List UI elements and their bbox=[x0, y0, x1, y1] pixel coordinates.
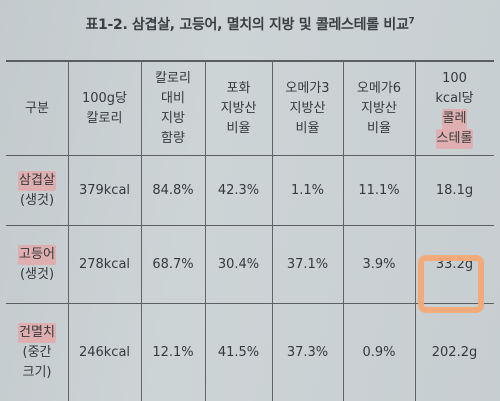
table-caption: 표1-2. 삼겹살, 고등어, 멸치의 지방 및 콜레스테롤 비교7 bbox=[0, 14, 500, 34]
header-text: 지방 bbox=[161, 110, 185, 126]
header-text: 100 bbox=[442, 70, 467, 86]
table-cell: 379kcal bbox=[78, 182, 131, 198]
table-cell: 68.7% bbox=[152, 256, 194, 272]
row-label-note: 크기) bbox=[22, 364, 52, 380]
header-text: 구분 bbox=[25, 100, 49, 116]
header-text: 대비 bbox=[161, 90, 185, 106]
table-cell: 1.1% bbox=[290, 182, 325, 198]
row-label-note: (생것) bbox=[19, 266, 55, 282]
column-divider bbox=[68, 60, 69, 401]
highlight-box bbox=[418, 255, 484, 313]
row-label: 고등어 (생것) bbox=[6, 226, 68, 303]
table-cell: 0.9% bbox=[362, 344, 396, 360]
table-cell: 202.2g bbox=[431, 344, 478, 360]
header-text: 칼로리 bbox=[86, 110, 123, 126]
column-divider bbox=[141, 60, 142, 401]
header-text: 지방산 bbox=[361, 100, 397, 116]
row-label: 건멸치 (중간 크기) bbox=[6, 304, 68, 401]
caption-footnote: 7 bbox=[408, 16, 415, 27]
header-text: 비율 bbox=[295, 120, 320, 136]
header-text: 오메가6 bbox=[356, 80, 402, 96]
column-divider bbox=[205, 60, 206, 401]
caption-text: 표1-2. 삼겹살, 고등어, 멸치의 지방 및 콜레스테롤 비교 bbox=[85, 17, 409, 33]
table-row: 삼겹살 (생것) 379kcal 84.8% 42.3% 1.1% 11.1% … bbox=[6, 156, 494, 225]
header-text: 100g당 bbox=[81, 90, 128, 106]
column-divider bbox=[415, 60, 416, 401]
column-divider bbox=[272, 60, 273, 401]
table-cell: 37.1% bbox=[286, 256, 329, 272]
table-cell: 12.1% bbox=[152, 344, 194, 360]
header-cell-fat-content: 칼로리 대비 지방 함량 bbox=[141, 62, 205, 155]
table-cell: 18.1g bbox=[435, 182, 474, 198]
header-text: 함량 bbox=[161, 130, 185, 146]
header-cell-omega6: 오메가6 지방산 비율 bbox=[343, 62, 415, 155]
header-text: 칼로리 bbox=[155, 70, 191, 86]
table-cell: 246kcal bbox=[78, 344, 131, 360]
row-label-name: 고등어 bbox=[18, 244, 56, 265]
table-cell: 278kcal bbox=[78, 256, 131, 272]
header-text: 지방산 bbox=[289, 100, 326, 116]
table-cell: 3.9% bbox=[362, 256, 396, 272]
header-cell-saturated-fat: 포화 지방산 비율 bbox=[205, 62, 272, 155]
header-text: 비율 bbox=[367, 120, 391, 136]
row-divider bbox=[6, 225, 494, 226]
row-divider bbox=[6, 303, 494, 304]
column-divider bbox=[343, 60, 344, 401]
header-text: kcal당 bbox=[435, 90, 474, 106]
header-text: 비율 bbox=[226, 120, 251, 136]
row-label-name: 삼겹살 bbox=[18, 170, 56, 191]
header-cell-category: 구분 bbox=[6, 62, 68, 155]
row-label-note: (중간 bbox=[22, 344, 52, 360]
table-cell: 42.3% bbox=[217, 182, 260, 198]
header-text-highlighted: 스테롤 bbox=[435, 128, 474, 149]
header-bottom-rule bbox=[6, 155, 494, 156]
table-cell: 30.4% bbox=[217, 256, 260, 272]
header-cell-omega3: 오메가3 지방산 비율 bbox=[272, 62, 343, 155]
table-row: 건멸치 (중간 크기) 246kcal 12.1% 41.5% 37.3% 0.… bbox=[6, 304, 494, 401]
header-text-highlighted: 콜레 bbox=[441, 108, 468, 129]
header-text: 지방산 bbox=[220, 100, 257, 116]
table-top-rule bbox=[6, 60, 494, 62]
header-text: 포화 bbox=[226, 80, 251, 96]
table-header-row: 구분 100g당 칼로리 칼로리 대비 지방 함량 포화 지방산 비율 오메가3… bbox=[6, 62, 494, 155]
header-text: 오메가3 bbox=[285, 80, 330, 96]
table-row: 고등어 (생것) 278kcal 68.7% 30.4% 37.1% 3.9% … bbox=[6, 226, 494, 303]
row-label: 삼겹살 (생것) bbox=[6, 156, 68, 225]
table-cell: 41.5% bbox=[217, 344, 260, 360]
table-cell: 11.1% bbox=[358, 182, 400, 198]
header-cell-cholesterol: 100 kcal당 콜레 스테롤 bbox=[415, 62, 494, 155]
row-label-note: (생것) bbox=[19, 192, 55, 208]
header-cell-calories: 100g당 칼로리 bbox=[68, 62, 141, 155]
row-label-name: 건멸치 bbox=[18, 322, 56, 343]
table-cell: 37.3% bbox=[286, 344, 329, 360]
table-cell: 84.8% bbox=[152, 182, 194, 198]
